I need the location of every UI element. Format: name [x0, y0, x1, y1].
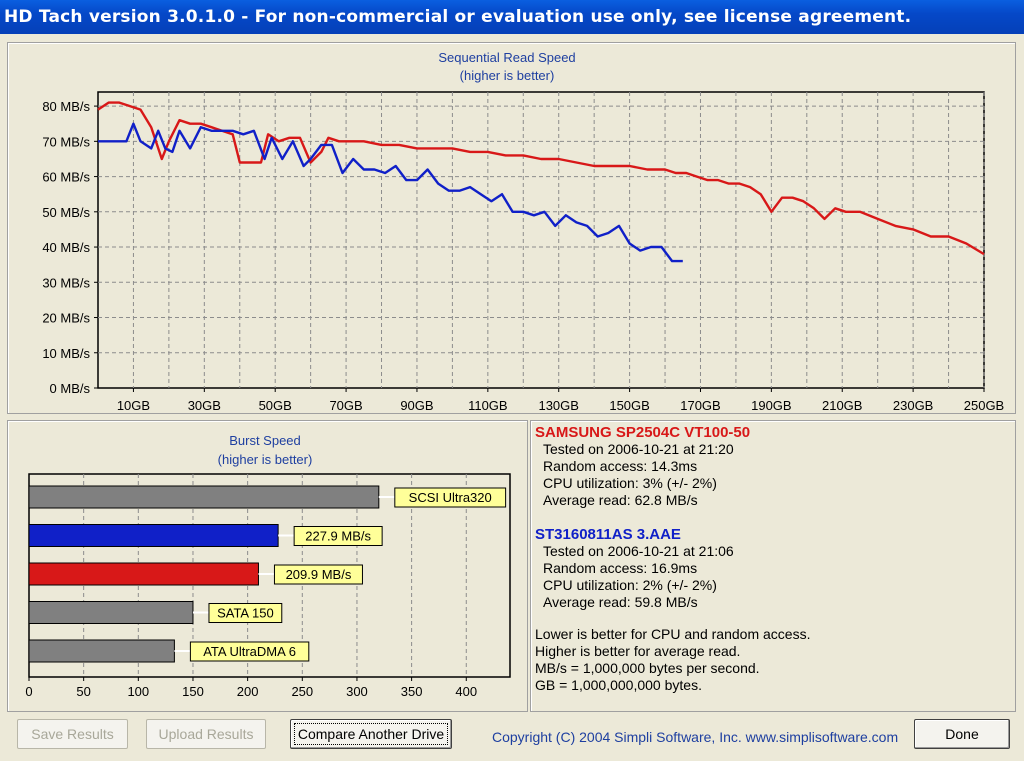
series-line-1	[97, 101, 985, 256]
compare-another-drive-button[interactable]: Compare Another Drive	[290, 719, 452, 749]
y-tick-label: 40 MB/s	[42, 240, 90, 255]
burst-x-tick-label: 300	[346, 684, 368, 699]
burst-bar	[28, 601, 194, 624]
chart-subtitle: (higher is better)	[460, 68, 555, 83]
drive1-random-access: Random access: 14.3ms	[543, 458, 698, 474]
copyright-text: Copyright (C) 2004 Simpli Software, Inc.…	[492, 729, 899, 745]
x-tick-label: 50GB	[259, 398, 292, 413]
burst-bar	[28, 562, 259, 586]
x-tick-label: 30GB	[188, 398, 221, 413]
burst-x-tick-label: 0	[25, 684, 32, 699]
burst-x-tick-label: 350	[401, 684, 423, 699]
y-tick-label: 50 MB/s	[42, 205, 90, 220]
y-tick-label: 10 MB/s	[42, 346, 90, 361]
x-tick-label: 170GB	[680, 398, 720, 413]
x-tick-label: 190GB	[751, 398, 791, 413]
x-tick-label: 90GB	[400, 398, 433, 413]
series-line-2	[98, 122, 683, 263]
chart-title: Sequential Read Speed	[438, 50, 575, 65]
drive2-tested: Tested on 2006-10-21 at 21:06	[543, 543, 734, 559]
y-tick-label: 60 MB/s	[42, 170, 90, 185]
x-axis-ticks: 10GB 30GB 50GB 70GB 90GB 110GB 130GB 150GB 170GB…	[117, 388, 1004, 413]
drive1-average-read: Average read: 62.8 MB/s	[543, 492, 698, 508]
series-lines	[97, 101, 985, 263]
x-tick-label: 230GB	[893, 398, 933, 413]
burst-label-box	[394, 487, 507, 508]
save-results-button[interactable]: Save Results	[17, 719, 128, 749]
burst-x-tick-label: 100	[127, 684, 149, 699]
sequential-read-chart: Sequential Read Speed (higher is better)…	[42, 50, 1004, 413]
y-tick-label: 80 MB/s	[42, 99, 90, 114]
burst-label-box	[293, 526, 383, 546]
burst-title: Burst Speed	[229, 433, 301, 448]
drive2-average-read: Average read: 59.8 MB/s	[543, 594, 698, 610]
note-line: Lower is better for CPU and random acces…	[535, 626, 811, 642]
drive1-name: SAMSUNG SP2504C VT100-50	[535, 424, 751, 441]
y-tick-label: 30 MB/s	[42, 275, 90, 290]
y-tick-label: 70 MB/s	[42, 134, 90, 149]
x-tick-label: 70GB	[329, 398, 362, 413]
note-line: Higher is better for average read.	[535, 643, 741, 659]
burst-x-tick-label: 400	[455, 684, 477, 699]
drive1-cpu: CPU utilization: 3% (+/- 2%)	[543, 475, 717, 491]
burst-label-box	[189, 641, 310, 662]
burst-bar-label: ATA UltraDMA 6	[203, 644, 296, 659]
note-line: MB/s = 1,000,000 bytes per second.	[535, 660, 760, 676]
grid-lines	[98, 92, 985, 388]
drive2-cpu: CPU utilization: 2% (+/- 2%)	[543, 577, 717, 593]
burst-bar	[28, 639, 175, 663]
drive1-tested: Tested on 2006-10-21 at 21:20	[543, 441, 734, 457]
burst-x-tick-label: 50	[76, 684, 90, 699]
x-tick-label: 210GB	[822, 398, 862, 413]
x-tick-label: 150GB	[609, 398, 649, 413]
burst-speed-chart: Burst Speed (higher is better) SCSI Ultr…	[25, 433, 511, 699]
burst-x-tick-label: 250	[291, 684, 313, 699]
burst-bar	[28, 524, 279, 547]
y-tick-label: 20 MB/s	[42, 311, 90, 326]
burst-label-box	[273, 564, 363, 585]
burst-x-tick-label: 200	[237, 684, 259, 699]
note-line: GB = 1,000,000,000 bytes.	[535, 677, 702, 693]
burst-label-box	[208, 603, 283, 623]
info-panel	[530, 420, 1016, 712]
upload-results-button[interactable]: Upload Results	[146, 719, 266, 749]
y-axis-ticks: 0 MB/s 10 MB/s 20 MB/s 30 MB/s 40 MB/s 50 MB/…	[42, 99, 98, 396]
drive2-random-access: Random access: 16.9ms	[543, 560, 698, 576]
x-tick-label: 10GB	[117, 398, 150, 413]
drive-info: SAMSUNG SP2504C VT100-50 Tested on 2006-…	[535, 424, 1015, 694]
window-title: HD Tach version 3.0.1.0 - For non-commer…	[4, 7, 912, 27]
burst-x-tick-label: 150	[182, 684, 204, 699]
burst-bar-label: SATA 150	[217, 606, 274, 621]
burst-bar-label: SCSI Ultra320	[409, 490, 492, 505]
y-tick-label: 0 MB/s	[50, 381, 91, 396]
drive2-name: ST3160811AS 3.AAE	[535, 526, 681, 543]
x-tick-label: 110GB	[468, 398, 508, 413]
x-tick-label: 250GB	[964, 398, 1004, 413]
burst-bar-label: 209.9 MB/s	[286, 567, 352, 582]
x-tick-label: 130GB	[538, 398, 578, 413]
done-button[interactable]: Done	[914, 719, 1010, 749]
burst-subtitle: (higher is better)	[218, 452, 313, 467]
burst-bar	[28, 485, 380, 509]
burst-bar-label: 227.9 MB/s	[305, 529, 371, 544]
window-titlebar: HD Tach version 3.0.1.0 - For non-commer…	[0, 0, 1024, 34]
